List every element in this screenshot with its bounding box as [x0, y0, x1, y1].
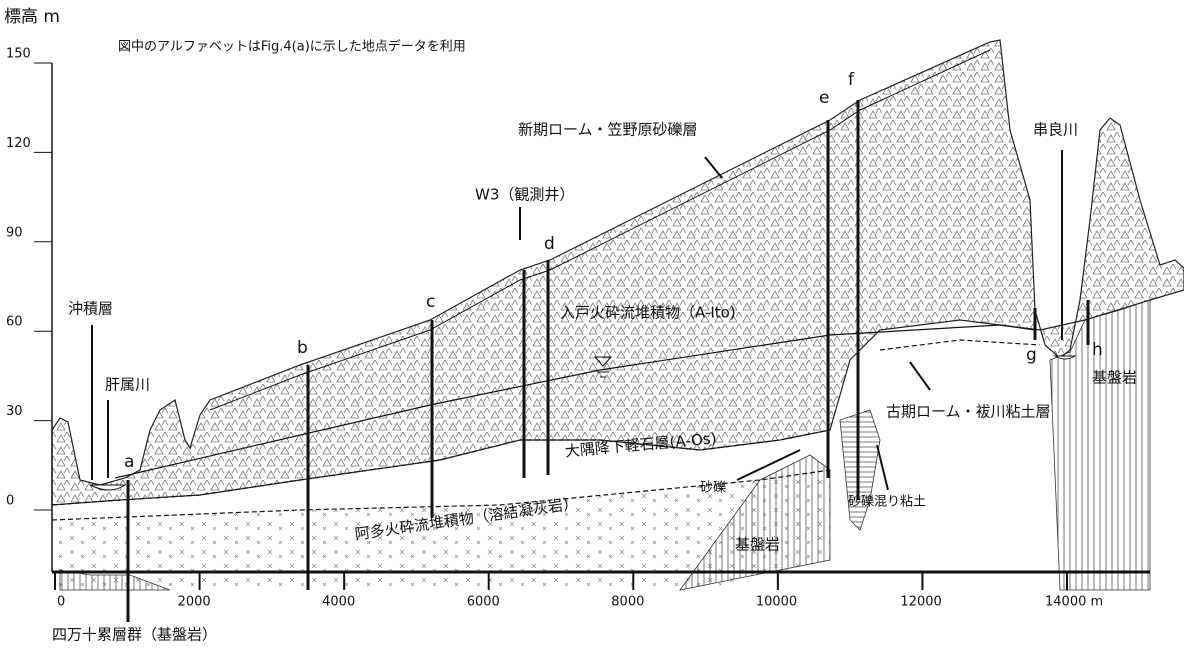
arrow: [704, 156, 723, 179]
layers: [51, 39, 1184, 591]
well-label: h: [1092, 340, 1103, 360]
wells: [126, 100, 1090, 622]
y-tick-label: 150: [6, 47, 31, 62]
x-tick-label: 2000: [178, 595, 211, 610]
layer-label: 新期ローム・笠野原砂礫層: [518, 121, 698, 139]
y-tick-label: 30: [6, 404, 23, 419]
well-label: b: [297, 338, 308, 358]
water-table: [114, 324, 1036, 479]
y-tick-label: 120: [6, 136, 31, 151]
pyroclastic: [51, 39, 1184, 506]
surface-line: [209, 49, 991, 411]
bedrock: [679, 454, 831, 591]
gravel-clay: [839, 409, 881, 531]
well-label: e: [819, 88, 829, 108]
layer-label: 基盤岩: [735, 536, 780, 554]
x-tick-label: 0: [57, 595, 65, 610]
x-tick-label: 14000 m: [1045, 595, 1103, 610]
layer-label: 入戸火砕流堆積物（A-Ito): [560, 304, 736, 322]
y-axis-label: 標高 m: [4, 7, 60, 27]
well-label: f: [848, 70, 855, 90]
well-label: d: [544, 234, 555, 254]
ticks: 0 30 60 90 120 150 0 2000 4000 6000 8000 10000 12000…: [6, 47, 1103, 610]
x-tick-label: 10000: [756, 595, 797, 610]
layer-label: 基盤岩: [1092, 369, 1137, 387]
note: 図中のアルファベットはFig.4(a)に示した地点データを利用: [118, 39, 466, 55]
x-tick-label: 8000: [611, 595, 644, 610]
layer-label: 砂礫混り粘土: [848, 494, 926, 510]
layer-label: 沖積層: [68, 300, 113, 318]
river-label: 肝属川: [105, 376, 150, 394]
well-label: c: [426, 292, 435, 312]
water-symbol: [593, 356, 613, 378]
arrow: [909, 361, 931, 391]
old-loam-line: [879, 339, 1041, 351]
arrow: [876, 444, 889, 491]
bedrock-left: [59, 569, 171, 591]
arrows: [91, 150, 1063, 491]
y-tick-label: 60: [6, 315, 23, 330]
osumi-layer: [51, 429, 831, 521]
river-left: [89, 484, 127, 491]
y-tick-label: 90: [6, 225, 23, 240]
river-right: [1053, 355, 1077, 360]
ata-layer: [52, 470, 830, 590]
layer-label: 古期ローム・袚川粘土層: [886, 403, 1051, 421]
well-label: W3（観測井）: [475, 186, 574, 204]
x-tick-label: 6000: [467, 595, 500, 610]
x-tick-label: 12000: [900, 595, 941, 610]
well-label: g: [1026, 345, 1037, 365]
y-tick-label: 0: [6, 494, 14, 509]
well-label: a: [124, 452, 134, 472]
river-label: 串良川: [1033, 121, 1078, 139]
layer-label: 砂礫: [700, 480, 726, 496]
arrow: [736, 449, 801, 481]
layer-label: 四万十累層群（基盤岩）: [52, 626, 217, 644]
x-tick-label: 4000: [322, 595, 355, 610]
